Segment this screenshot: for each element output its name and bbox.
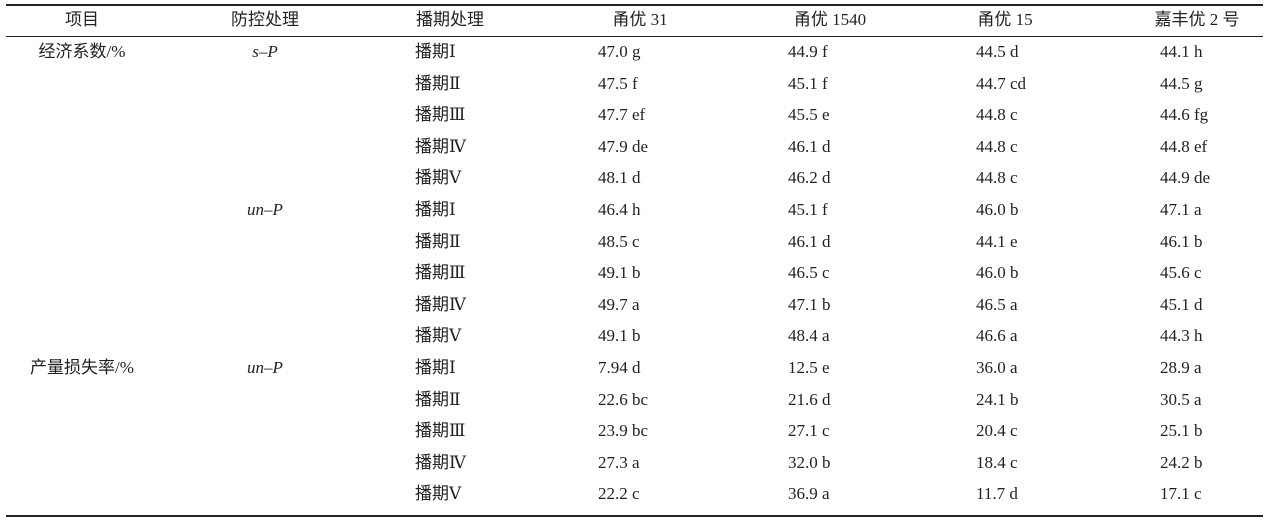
value-cell: 49.7 a [598, 294, 640, 314]
value-cell: 32.0 b [788, 452, 831, 472]
value-cell: 48.4 a [788, 326, 830, 346]
value-cell: 12.5 e [788, 358, 830, 377]
value-cell: 44.1 h [1160, 42, 1203, 61]
value-cell: 25.1 b [1160, 421, 1203, 441]
value-cell: 45.6 c [1160, 263, 1202, 283]
treatment-cell: un–P [247, 200, 283, 219]
header-cell: 播期处理 [416, 10, 484, 29]
value-cell: 49.1 b [598, 263, 641, 283]
value-cell: 44.8 ef [1160, 136, 1208, 156]
header-cell: 防控处理 [231, 10, 299, 29]
sowing-cell: 播期Ⅳ [415, 136, 466, 156]
value-cell: 44.8 c [976, 105, 1018, 125]
top-rule [6, 4, 1263, 6]
value-cell: 44.3 h [1160, 326, 1203, 346]
value-cell: 36.9 a [788, 484, 830, 504]
value-cell: 27.1 c [788, 421, 830, 441]
value-cell: 44.9 f [788, 42, 828, 61]
value-cell: 46.5 c [788, 263, 830, 283]
value-cell: 7.94 d [598, 358, 641, 377]
value-cell: 44.5 g [1160, 73, 1203, 93]
value-cell: 46.0 b [976, 200, 1019, 219]
value-cell: 46.1 b [1160, 231, 1203, 251]
value-cell: 44.1 e [976, 231, 1018, 251]
value-cell: 18.4 c [976, 452, 1018, 472]
value-cell: 17.1 c [1160, 484, 1202, 504]
value-cell: 20.4 c [976, 421, 1018, 441]
value-cell: 11.7 d [976, 484, 1018, 504]
value-cell: 30.5 a [1160, 389, 1202, 409]
bottom-rule [6, 515, 1263, 517]
value-cell: 45.1 d [1160, 294, 1203, 314]
value-cell: 44.5 d [976, 42, 1019, 61]
sowing-cell: 播期Ⅰ [415, 42, 456, 61]
value-cell: 46.6 a [976, 326, 1018, 346]
value-cell: 47.7 ef [598, 105, 646, 125]
value-cell: 21.6 d [788, 389, 831, 409]
sowing-cell: 播期Ⅴ [415, 326, 462, 346]
value-cell: 44.7 cd [976, 73, 1027, 93]
value-cell: 48.5 c [598, 231, 640, 251]
sowing-cell: 播期Ⅳ [415, 452, 466, 472]
value-cell: 46.1 d [788, 231, 831, 251]
value-cell: 28.9 a [1160, 358, 1202, 377]
value-cell: 24.1 b [976, 389, 1019, 409]
item-cell: 经济系数/% [38, 42, 126, 61]
value-cell: 47.0 g [598, 42, 641, 61]
value-cell: 44.8 c [976, 136, 1018, 156]
sowing-cell: 播期Ⅳ [415, 294, 466, 314]
value-cell: 22.6 bc [598, 389, 649, 409]
sowing-cell: 播期Ⅲ [415, 263, 466, 283]
header-cell: 嘉丰优 2 号 [1154, 10, 1240, 29]
item-cell: 产量损失率/% [30, 358, 134, 377]
value-cell: 47.5 f [598, 73, 638, 93]
sowing-cell: 播期Ⅱ [415, 73, 461, 93]
value-cell: 46.4 h [598, 200, 641, 219]
sowing-cell: 播期Ⅴ [415, 168, 462, 188]
value-cell: 45.5 e [788, 105, 830, 125]
header-cell: 甬优 1540 [793, 10, 867, 29]
value-cell: 46.1 d [788, 136, 831, 156]
treatment-cell: s–P [252, 42, 278, 61]
value-cell: 46.0 b [976, 263, 1019, 283]
value-cell: 45.1 f [788, 200, 828, 219]
value-cell: 44.6 fg [1160, 105, 1209, 125]
sowing-cell: 播期Ⅲ [415, 421, 466, 441]
value-cell: 36.0 a [976, 358, 1018, 377]
sowing-cell: 播期Ⅰ [415, 358, 456, 377]
value-cell: 24.2 b [1160, 452, 1203, 472]
sowing-cell: 播期Ⅴ [415, 484, 462, 504]
value-cell: 46.2 d [788, 168, 831, 188]
value-cell: 45.1 f [788, 73, 828, 93]
value-cell: 44.9 de [1160, 168, 1211, 188]
sowing-cell: 播期Ⅲ [415, 105, 466, 125]
header-cell: 甬优 15 [977, 10, 1033, 29]
treatment-cell: un–P [247, 358, 283, 377]
sowing-cell: 播期Ⅰ [415, 200, 456, 219]
value-cell: 27.3 a [598, 452, 640, 472]
sowing-cell: 播期Ⅱ [415, 231, 461, 251]
sowing-cell: 播期Ⅱ [415, 389, 461, 409]
value-cell: 44.8 c [976, 168, 1018, 188]
value-cell: 48.1 d [598, 168, 641, 188]
value-cell: 22.2 c [598, 484, 640, 504]
value-cell: 47.9 de [598, 136, 649, 156]
header-rule [6, 36, 1263, 37]
value-cell: 23.9 bc [598, 421, 649, 441]
header-cell: 项目 [65, 10, 99, 29]
value-cell: 49.1 b [598, 326, 641, 346]
value-cell: 46.5 a [976, 294, 1018, 314]
value-cell: 47.1 b [788, 294, 831, 314]
header-cell: 甬优 31 [612, 10, 668, 29]
value-cell: 47.1 a [1160, 200, 1202, 219]
